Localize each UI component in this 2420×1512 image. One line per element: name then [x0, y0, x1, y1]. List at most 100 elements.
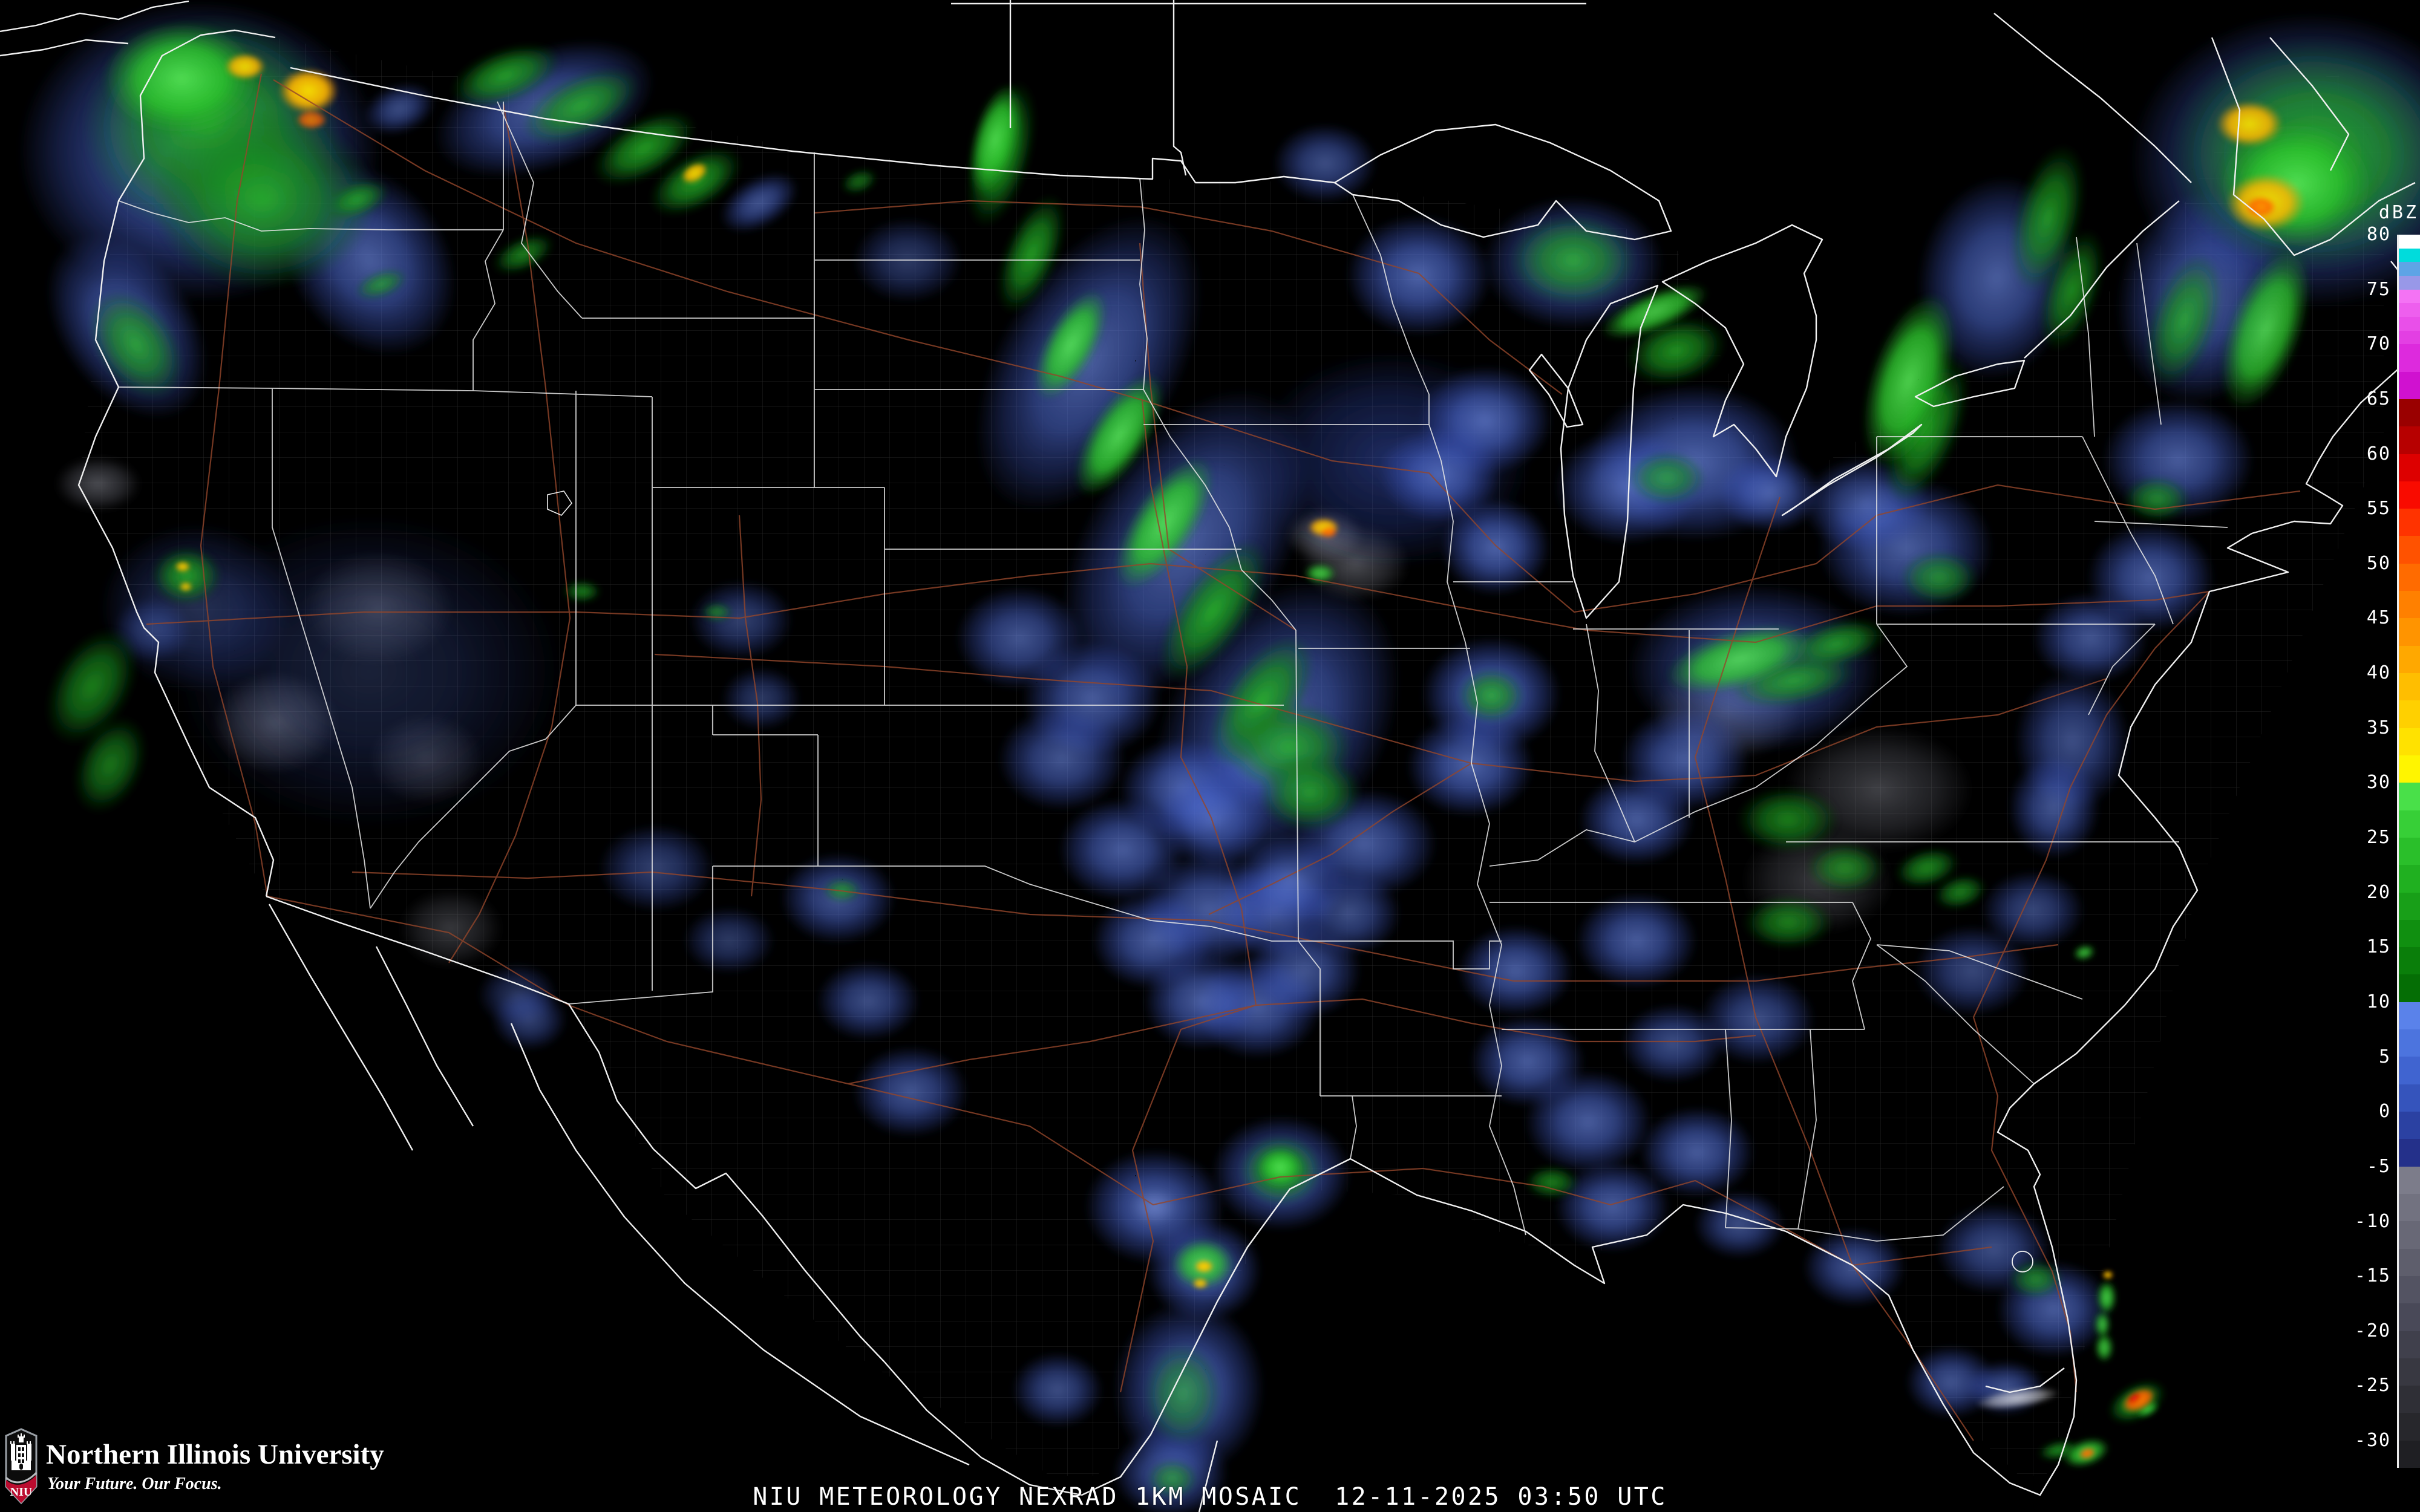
radar-echo — [278, 68, 339, 114]
radar-echo — [1320, 527, 1337, 538]
colorbar-block — [2399, 249, 2420, 262]
us-radar-map — [0, 0, 2420, 1512]
colorbar-block — [2399, 303, 2420, 317]
radar-echo — [1298, 871, 1401, 956]
university-name: Northern Illinois University — [46, 1438, 384, 1471]
radar-echo — [1012, 1352, 1103, 1427]
colorbar-block — [2399, 1057, 2420, 1084]
radar-echo — [1525, 1070, 1652, 1173]
colorbar-tick-label: -5 — [2347, 1158, 2391, 1176]
colorbar-tick-label: 50 — [2347, 555, 2391, 573]
radar-echo — [1900, 550, 1978, 605]
colorbar-block — [2399, 481, 2420, 509]
radar-echo — [722, 667, 800, 730]
colorbar-tick-label: 40 — [2347, 664, 2391, 682]
colorbar-block — [2399, 974, 2420, 1002]
radar-echo — [1627, 451, 1706, 505]
colorbar-block — [2399, 509, 2420, 536]
colorbar-tick-label: -25 — [2347, 1377, 2391, 1395]
radar-echo — [701, 602, 733, 622]
colorbar-block — [2399, 1194, 2420, 1221]
colorbar-block — [2399, 1386, 2420, 1413]
radar-echo — [599, 824, 714, 911]
colorbar-block — [2399, 276, 2420, 290]
colorbar-block — [2399, 1029, 2420, 1057]
radar-echo — [1806, 842, 1885, 893]
colorbar-block — [2399, 426, 2420, 454]
radar-echo — [684, 907, 774, 974]
colorbar-tick-label: 15 — [2347, 938, 2391, 956]
colorbar-block — [2399, 1221, 2420, 1248]
radar-echo — [1509, 215, 1637, 305]
colorbar-block — [2399, 1358, 2420, 1386]
colorbar-block — [2399, 700, 2420, 728]
colorbar-block — [2399, 1441, 2420, 1468]
radar-echo — [1143, 1343, 1222, 1445]
colorbar-block — [2399, 920, 2420, 947]
radar-echo — [1458, 668, 1525, 723]
radar-echo — [1192, 1278, 1208, 1289]
colorbar-block — [2399, 331, 2420, 345]
colorbar-tick-label: -30 — [2347, 1432, 2391, 1450]
radar-echo — [1694, 1191, 1785, 1258]
colorbar-block — [2399, 290, 2420, 304]
radar-echo — [1981, 871, 2084, 950]
colorbar-tick-label: 80 — [2347, 226, 2391, 244]
dbz-colorbar-labels: 80 75 70 65 60 55 50 45 40 35 30 25 20 15 10 5 0 -5 -10 -15… — [2347, 0, 2391, 1512]
radar-echo — [151, 547, 221, 605]
radar-echo — [2124, 476, 2190, 522]
radar-echo — [1621, 1004, 1724, 1083]
colorbar-block — [2399, 1413, 2420, 1440]
radar-echo — [56, 457, 140, 511]
colorbar-block — [2399, 1249, 2420, 1276]
colorbar-block — [2399, 536, 2420, 563]
colorbar-tick-label: 55 — [2347, 500, 2391, 518]
radar-echo — [823, 878, 862, 902]
colorbar-block — [2399, 783, 2420, 810]
colorbar-block — [2399, 454, 2420, 481]
colorbar-block — [2399, 1084, 2420, 1112]
radar-echo — [2102, 1271, 2113, 1279]
colorbar-block — [2399, 673, 2420, 700]
colorbar-block — [2399, 1167, 2420, 1194]
colorbar-block — [2399, 344, 2420, 371]
radar-echo — [2033, 593, 2148, 683]
colorbar-block — [2399, 564, 2420, 591]
radar-echo — [1441, 499, 1550, 596]
niu-shield-icon: NIU — [4, 1427, 39, 1505]
niu-acronym: NIU — [10, 1485, 33, 1499]
colorbar-block — [2399, 810, 2420, 838]
radar-echo — [1258, 753, 1361, 832]
colorbar-tick-label: 10 — [2347, 993, 2391, 1011]
radar-echo — [224, 53, 266, 80]
colorbar-block — [2399, 618, 2420, 645]
radar-echo — [2097, 1280, 2116, 1314]
colorbar-block — [2399, 1276, 2420, 1303]
colorbar-block — [2399, 646, 2420, 673]
radar-echo — [1194, 1260, 1214, 1273]
radar-echo — [1736, 786, 1839, 853]
colorbar-tick-label: 20 — [2347, 884, 2391, 902]
colorbar-block — [2399, 893, 2420, 920]
colorbar-block — [2399, 372, 2420, 399]
radar-echo — [1742, 895, 1833, 950]
colorbar-block — [2399, 947, 2420, 974]
colorbar-block — [2399, 1303, 2420, 1331]
radar-echo — [1579, 774, 1694, 865]
colorbar-tick-label: 30 — [2347, 774, 2391, 792]
university-tagline: Your Future. Our Focus. — [47, 1475, 222, 1494]
colorbar-tick-label: -10 — [2347, 1213, 2391, 1231]
colorbar-block — [2399, 591, 2420, 618]
radar-echo — [853, 1046, 968, 1137]
colorbar-block — [2399, 1331, 2420, 1358]
colorbar-tick-label: 70 — [2347, 335, 2391, 353]
radar-echo — [690, 581, 793, 659]
radar-echo — [1274, 124, 1376, 203]
colorbar-tick-label: 0 — [2347, 1103, 2391, 1121]
radar-echo — [1458, 925, 1573, 1016]
colorbar-block — [2399, 317, 2420, 331]
radar-echo — [296, 110, 327, 129]
radar-echo — [2009, 756, 2099, 859]
colorbar-tick-label: -15 — [2347, 1267, 2391, 1285]
colorbar-block — [2399, 838, 2420, 865]
